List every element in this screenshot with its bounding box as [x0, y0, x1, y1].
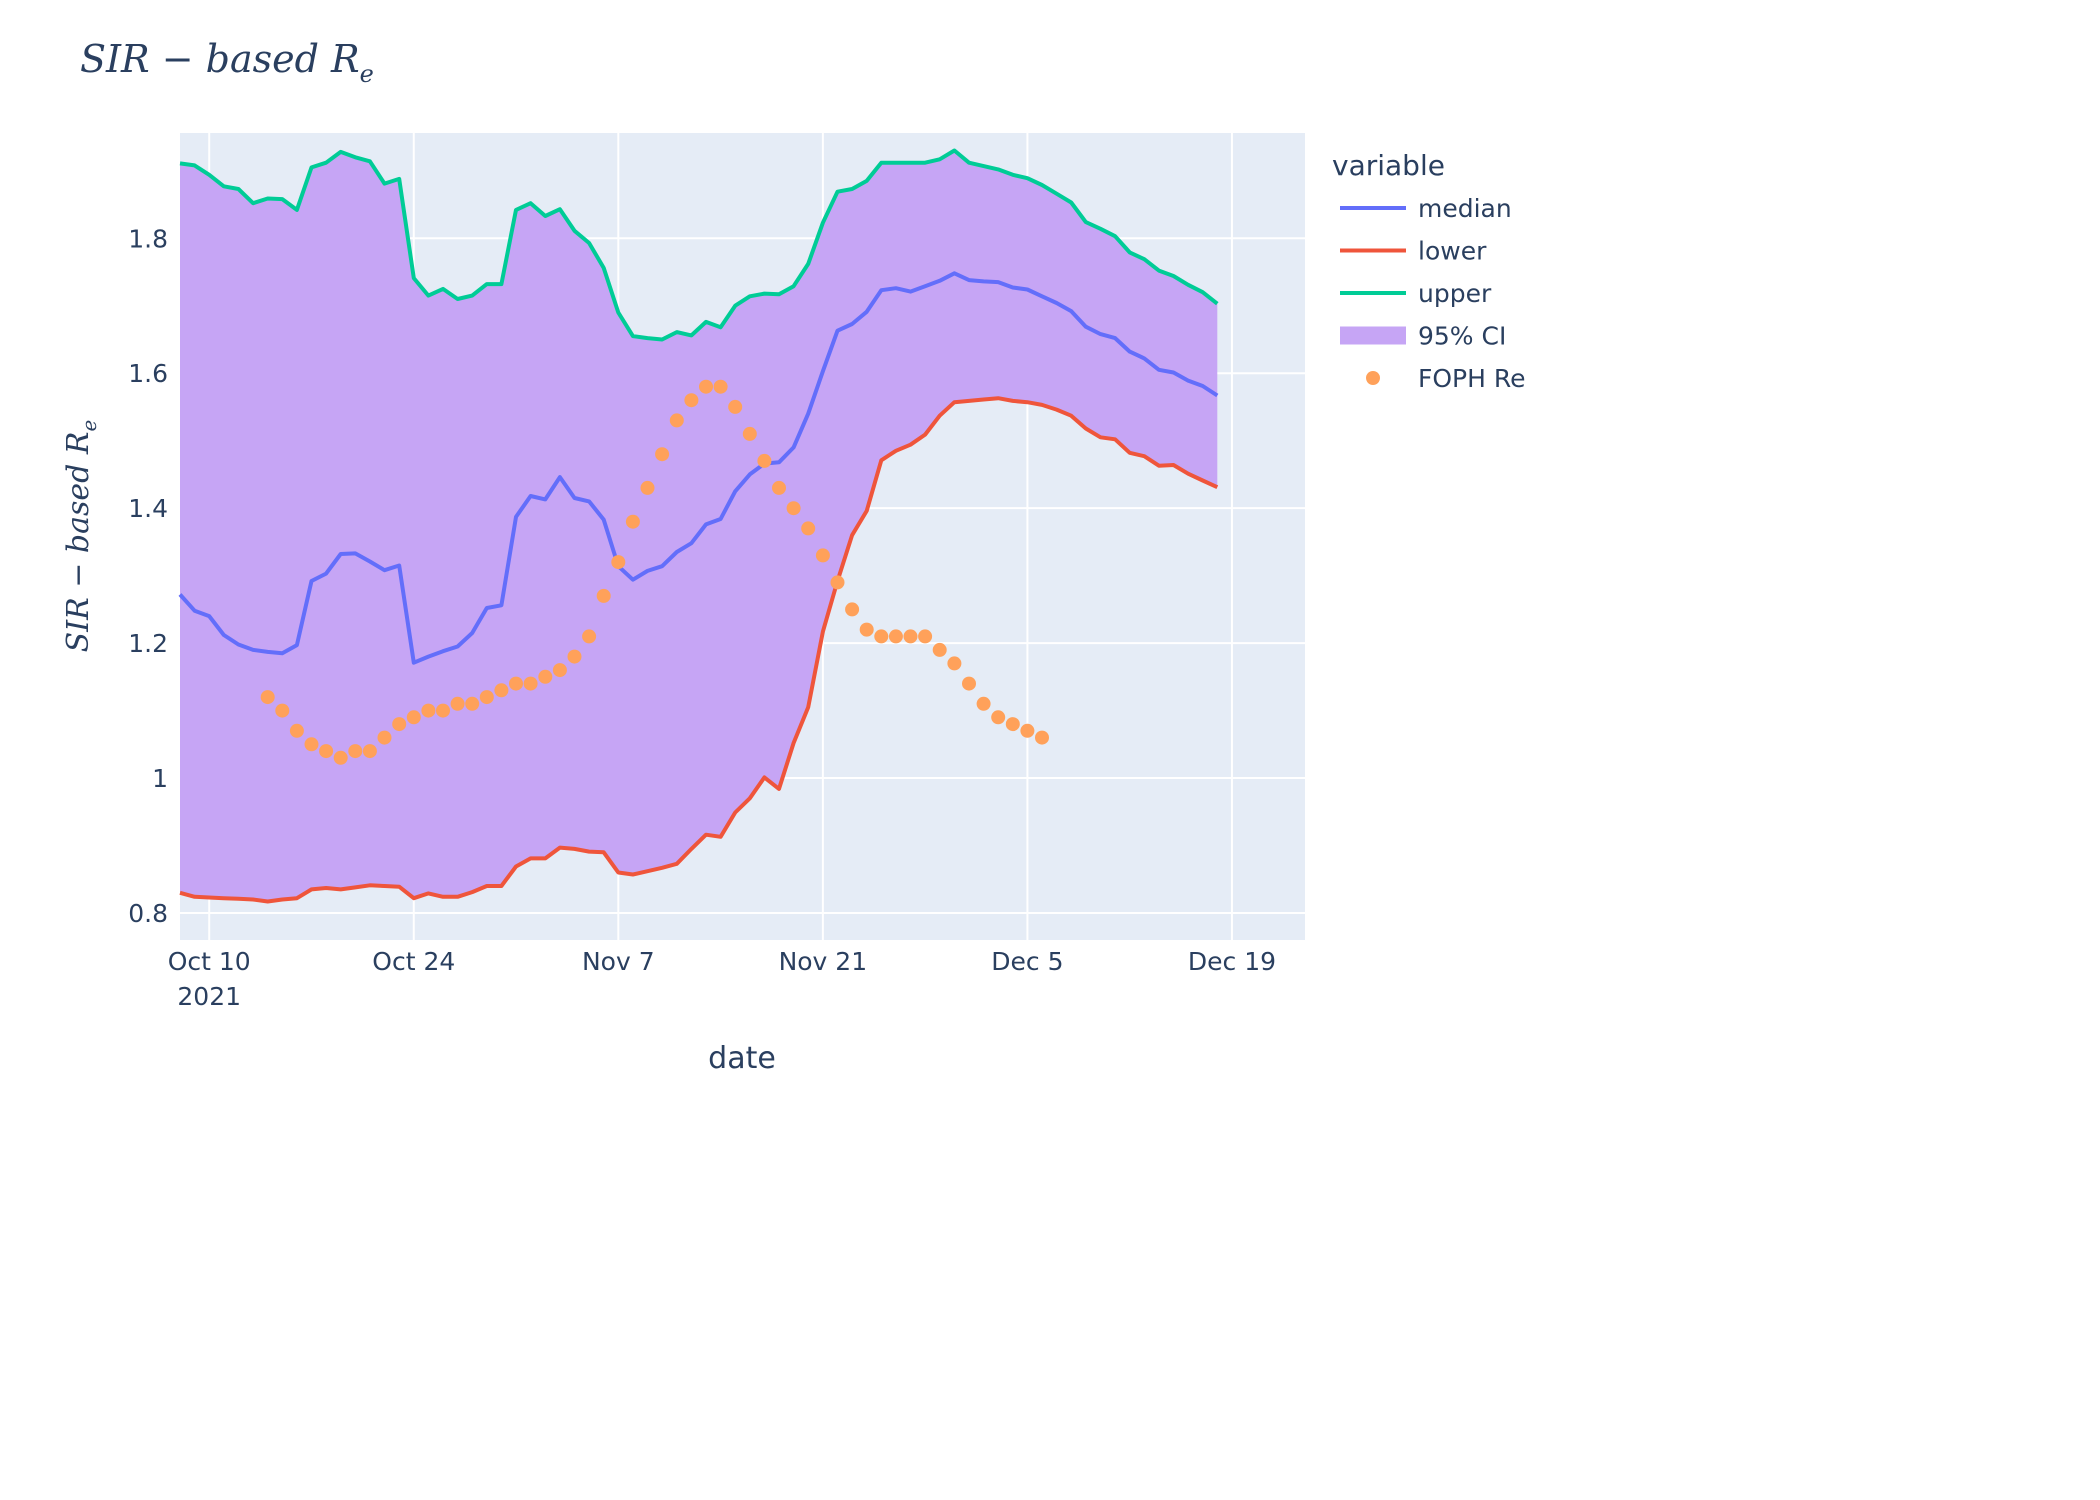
foph-re-point	[640, 480, 655, 495]
legend-title: variable	[1332, 149, 1445, 182]
x-tick-label: Oct 10	[168, 947, 251, 976]
y-tick-label: 0.8	[128, 899, 168, 928]
foph-re-point	[815, 548, 830, 563]
foph-re-point	[684, 393, 699, 408]
chart-container: SIR − based Re 0.8 1 1.2 1.4 1.6 1.8 Oct 10 Oc…	[61, 37, 1526, 1076]
x-tick-label: Nov 21	[779, 947, 868, 976]
foph-re-point	[932, 642, 947, 657]
foph-points-layer	[260, 379, 1049, 765]
foph-re-point	[903, 629, 918, 644]
foph-re-point	[479, 690, 494, 705]
y-tick-label: 1.8	[128, 224, 168, 253]
foph-re-point	[494, 683, 509, 698]
series-line-layer	[178, 148, 1219, 904]
foph-re-point	[319, 744, 334, 759]
foph-re-point	[567, 649, 582, 664]
x-year-label: 2021	[177, 982, 241, 1011]
x-tick-label: Dec 19	[1188, 947, 1276, 976]
y-tick-label: 1.4	[128, 494, 168, 523]
foph-re-point	[275, 703, 290, 718]
y-tick-label: 1.6	[128, 359, 168, 388]
legend-label: upper	[1418, 279, 1492, 308]
foph-re-point	[962, 676, 976, 691]
x-tick-label: Nov 7	[582, 947, 655, 976]
foph-re-point	[450, 696, 465, 711]
median-line	[178, 271, 1219, 665]
x-axis-title: date	[708, 1041, 776, 1076]
legend: variable median lower upper 95% CI FOPH Re	[1332, 149, 1526, 393]
lower-line	[179, 396, 1219, 904]
legend-item-lower[interactable]: lower	[1340, 237, 1487, 266]
legend-item-95-ci[interactable]: 95% CI	[1340, 322, 1506, 351]
foph-re-point	[830, 575, 845, 590]
foph-re-point	[289, 723, 304, 738]
y-tick-label: 1	[152, 764, 168, 793]
foph-re-point	[406, 710, 421, 725]
legend-label: 95% CI	[1418, 322, 1506, 351]
foph-re-point	[976, 696, 991, 711]
foph-re-point	[874, 629, 889, 644]
foph-re-point	[304, 737, 319, 752]
foph-re-point	[859, 622, 874, 637]
foph-re-point	[421, 703, 436, 718]
foph-re-point	[845, 602, 860, 617]
legend-label: lower	[1418, 237, 1487, 266]
foph-re-point	[888, 629, 903, 644]
foph-re-point	[757, 453, 772, 468]
foph-re-point	[801, 521, 816, 536]
foph-re-point	[362, 744, 377, 759]
y-axis-title: SIR − based Re	[61, 420, 101, 653]
upper-line	[179, 148, 1219, 342]
foph-re-point	[523, 676, 538, 691]
legend-item-foph-re[interactable]: FOPH Re	[1366, 364, 1526, 393]
foph-re-point	[991, 710, 1006, 725]
foph-re-point	[699, 379, 713, 394]
foph-re-point	[625, 514, 640, 529]
foph-re-point	[596, 588, 611, 603]
foph-re-point	[742, 426, 757, 441]
foph-re-point	[728, 399, 743, 414]
foph-re-point	[552, 663, 567, 678]
foph-re-point	[509, 676, 523, 691]
foph-re-point	[669, 413, 684, 428]
legend-item-median[interactable]: median	[1340, 194, 1512, 223]
foph-re-point	[260, 690, 275, 705]
legend-swatch	[1366, 371, 1380, 385]
foph-re-point	[947, 656, 962, 671]
y-tick-labels: 0.8 1 1.2 1.4 1.6 1.8	[128, 224, 168, 928]
foph-re-point	[436, 703, 450, 718]
foph-re-point	[377, 730, 392, 745]
foph-re-point	[786, 501, 801, 516]
x-tick-label: Oct 24	[372, 947, 455, 976]
x-tick-label: Dec 5	[991, 947, 1063, 976]
foph-re-point	[538, 669, 553, 684]
foph-re-point	[1035, 730, 1049, 745]
foph-re-point	[713, 379, 728, 394]
legend-swatch	[1340, 326, 1406, 345]
foph-re-point	[611, 555, 626, 570]
foph-re-point	[392, 717, 407, 732]
legend-label: median	[1418, 194, 1512, 223]
legend-label: FOPH Re	[1418, 364, 1526, 393]
foph-re-point	[348, 744, 363, 759]
legend-item-upper[interactable]: upper	[1340, 279, 1492, 308]
y-axis-title-subscript: e	[77, 420, 101, 432]
chart-title-subscript: e	[360, 60, 374, 88]
x-tick-labels: Oct 10 Oct 24 Nov 7 Nov 21 Dec 5 Dec 19 2021	[168, 947, 1276, 1011]
foph-re-point	[918, 629, 933, 644]
re-chart: SIR − based Re 0.811.21.41.61.8 Oct 10 Oc…	[61, 37, 1526, 1076]
foph-re-point	[772, 480, 786, 495]
foph-re-point	[465, 696, 480, 711]
y-tick-label: 1.2	[128, 629, 168, 658]
chart-title: SIR − based Re	[80, 37, 374, 88]
foph-re-point	[1020, 723, 1035, 738]
foph-re-point	[333, 750, 348, 765]
foph-re-point	[655, 447, 670, 462]
foph-re-point	[582, 629, 597, 644]
foph-re-point	[1005, 717, 1020, 732]
